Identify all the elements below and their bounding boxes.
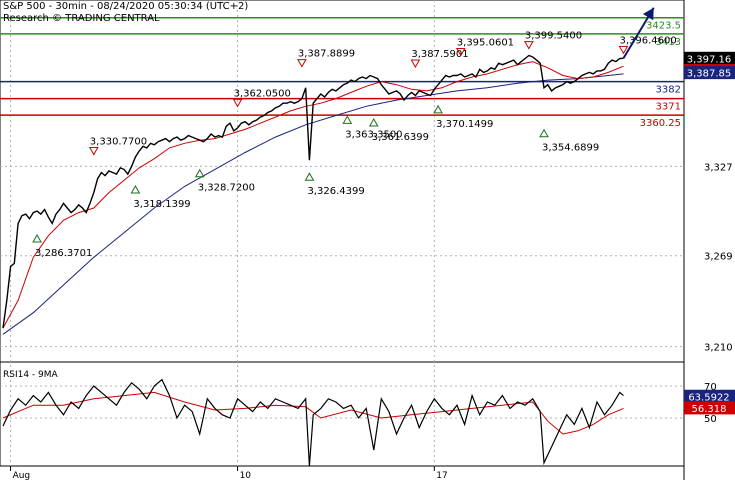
badge-pivot: 3,387.85	[687, 69, 732, 80]
forecast-arrow-head	[642, 7, 654, 21]
swing-low-marker	[130, 185, 141, 194]
chart-title: S&P 500 - 30min - 08/24/2020 05:30:34 (U…	[3, 1, 249, 12]
level-label-support: 3360.25	[640, 118, 681, 129]
swing-low-label: 3,286.3701	[35, 248, 92, 259]
rsi-ma-line	[2, 391, 624, 435]
swing-low-marker	[342, 115, 353, 124]
swing-low-label: 3,328.7200	[198, 183, 255, 194]
rsi-tick-label: 70	[704, 382, 717, 393]
swing-low-label: 3,354.6899	[542, 143, 599, 154]
swing-low-label: 3,370.1499	[436, 119, 493, 130]
swing-high-label: 3,396.4600	[619, 35, 676, 46]
price-ma-slow-line	[2, 73, 624, 335]
swing-low-marker	[433, 104, 443, 114]
swing-high-marker	[297, 59, 307, 68]
badge-rsi: 63.5922	[688, 392, 729, 403]
badge-last-price: 3,397.16	[687, 54, 732, 65]
rsi-pane-frame	[0, 361, 685, 467]
badge-last-price-bg	[684, 51, 735, 65]
swing-low-marker	[32, 233, 42, 243]
level-label-support: 3371	[656, 102, 681, 113]
swing-high-label: 3,399.5400	[525, 31, 582, 42]
x-tick-label: 10	[240, 471, 252, 480]
swing-high-marker	[618, 45, 629, 55]
y-tick-label: 3,269	[704, 252, 733, 263]
level-label-pivot: 3382	[656, 85, 681, 96]
swing-low-label: 3,326.4399	[307, 186, 364, 197]
badge-rsi-ma: 56.318	[692, 404, 727, 415]
swing-high-marker	[455, 48, 466, 57]
swing-high-marker	[88, 147, 99, 156]
swing-high-marker	[524, 41, 534, 50]
rsi-tick-label: 50	[704, 414, 717, 425]
swing-low-marker	[304, 172, 315, 181]
badge-pivot-bg	[684, 66, 735, 80]
y-tick-label: 3,327	[704, 162, 733, 173]
x-tick-label: 17	[436, 471, 447, 480]
swing-high-label: 3,330.7700	[90, 137, 147, 148]
x-tick-label: Aug	[13, 471, 31, 480]
swing-low-marker	[368, 117, 379, 127]
swing-high-marker	[232, 98, 243, 108]
swing-low-label: 3,363.3500	[345, 129, 402, 140]
swing-high-label: 3,395.0601	[457, 38, 514, 49]
swing-low-label: 3,361.6399	[372, 132, 429, 143]
swing-high-label: 3,387.8899	[298, 49, 355, 60]
price-line	[2, 54, 624, 329]
swing-high-label: 3,387.5901	[411, 49, 468, 60]
level-label-resistance: 3423.5	[646, 21, 681, 32]
swing-low-marker	[194, 168, 205, 178]
rsi-line	[2, 378, 624, 467]
level-label-resistance: 3413	[656, 37, 681, 48]
swing-low-label: 3,318.1399	[133, 199, 190, 210]
y-tick-label: 3,210	[704, 343, 733, 354]
badge-rsi-bg	[684, 389, 735, 403]
rsi-pane-title: RSI14 - 9MA	[3, 370, 59, 380]
badge-rsi-ma-bg	[684, 401, 735, 415]
swing-low-marker	[539, 128, 549, 138]
chart-copyright: Research © TRADING CENTRAL	[3, 13, 160, 24]
swing-high-marker	[410, 59, 421, 69]
swing-high-label: 3,362.0500	[234, 88, 291, 99]
